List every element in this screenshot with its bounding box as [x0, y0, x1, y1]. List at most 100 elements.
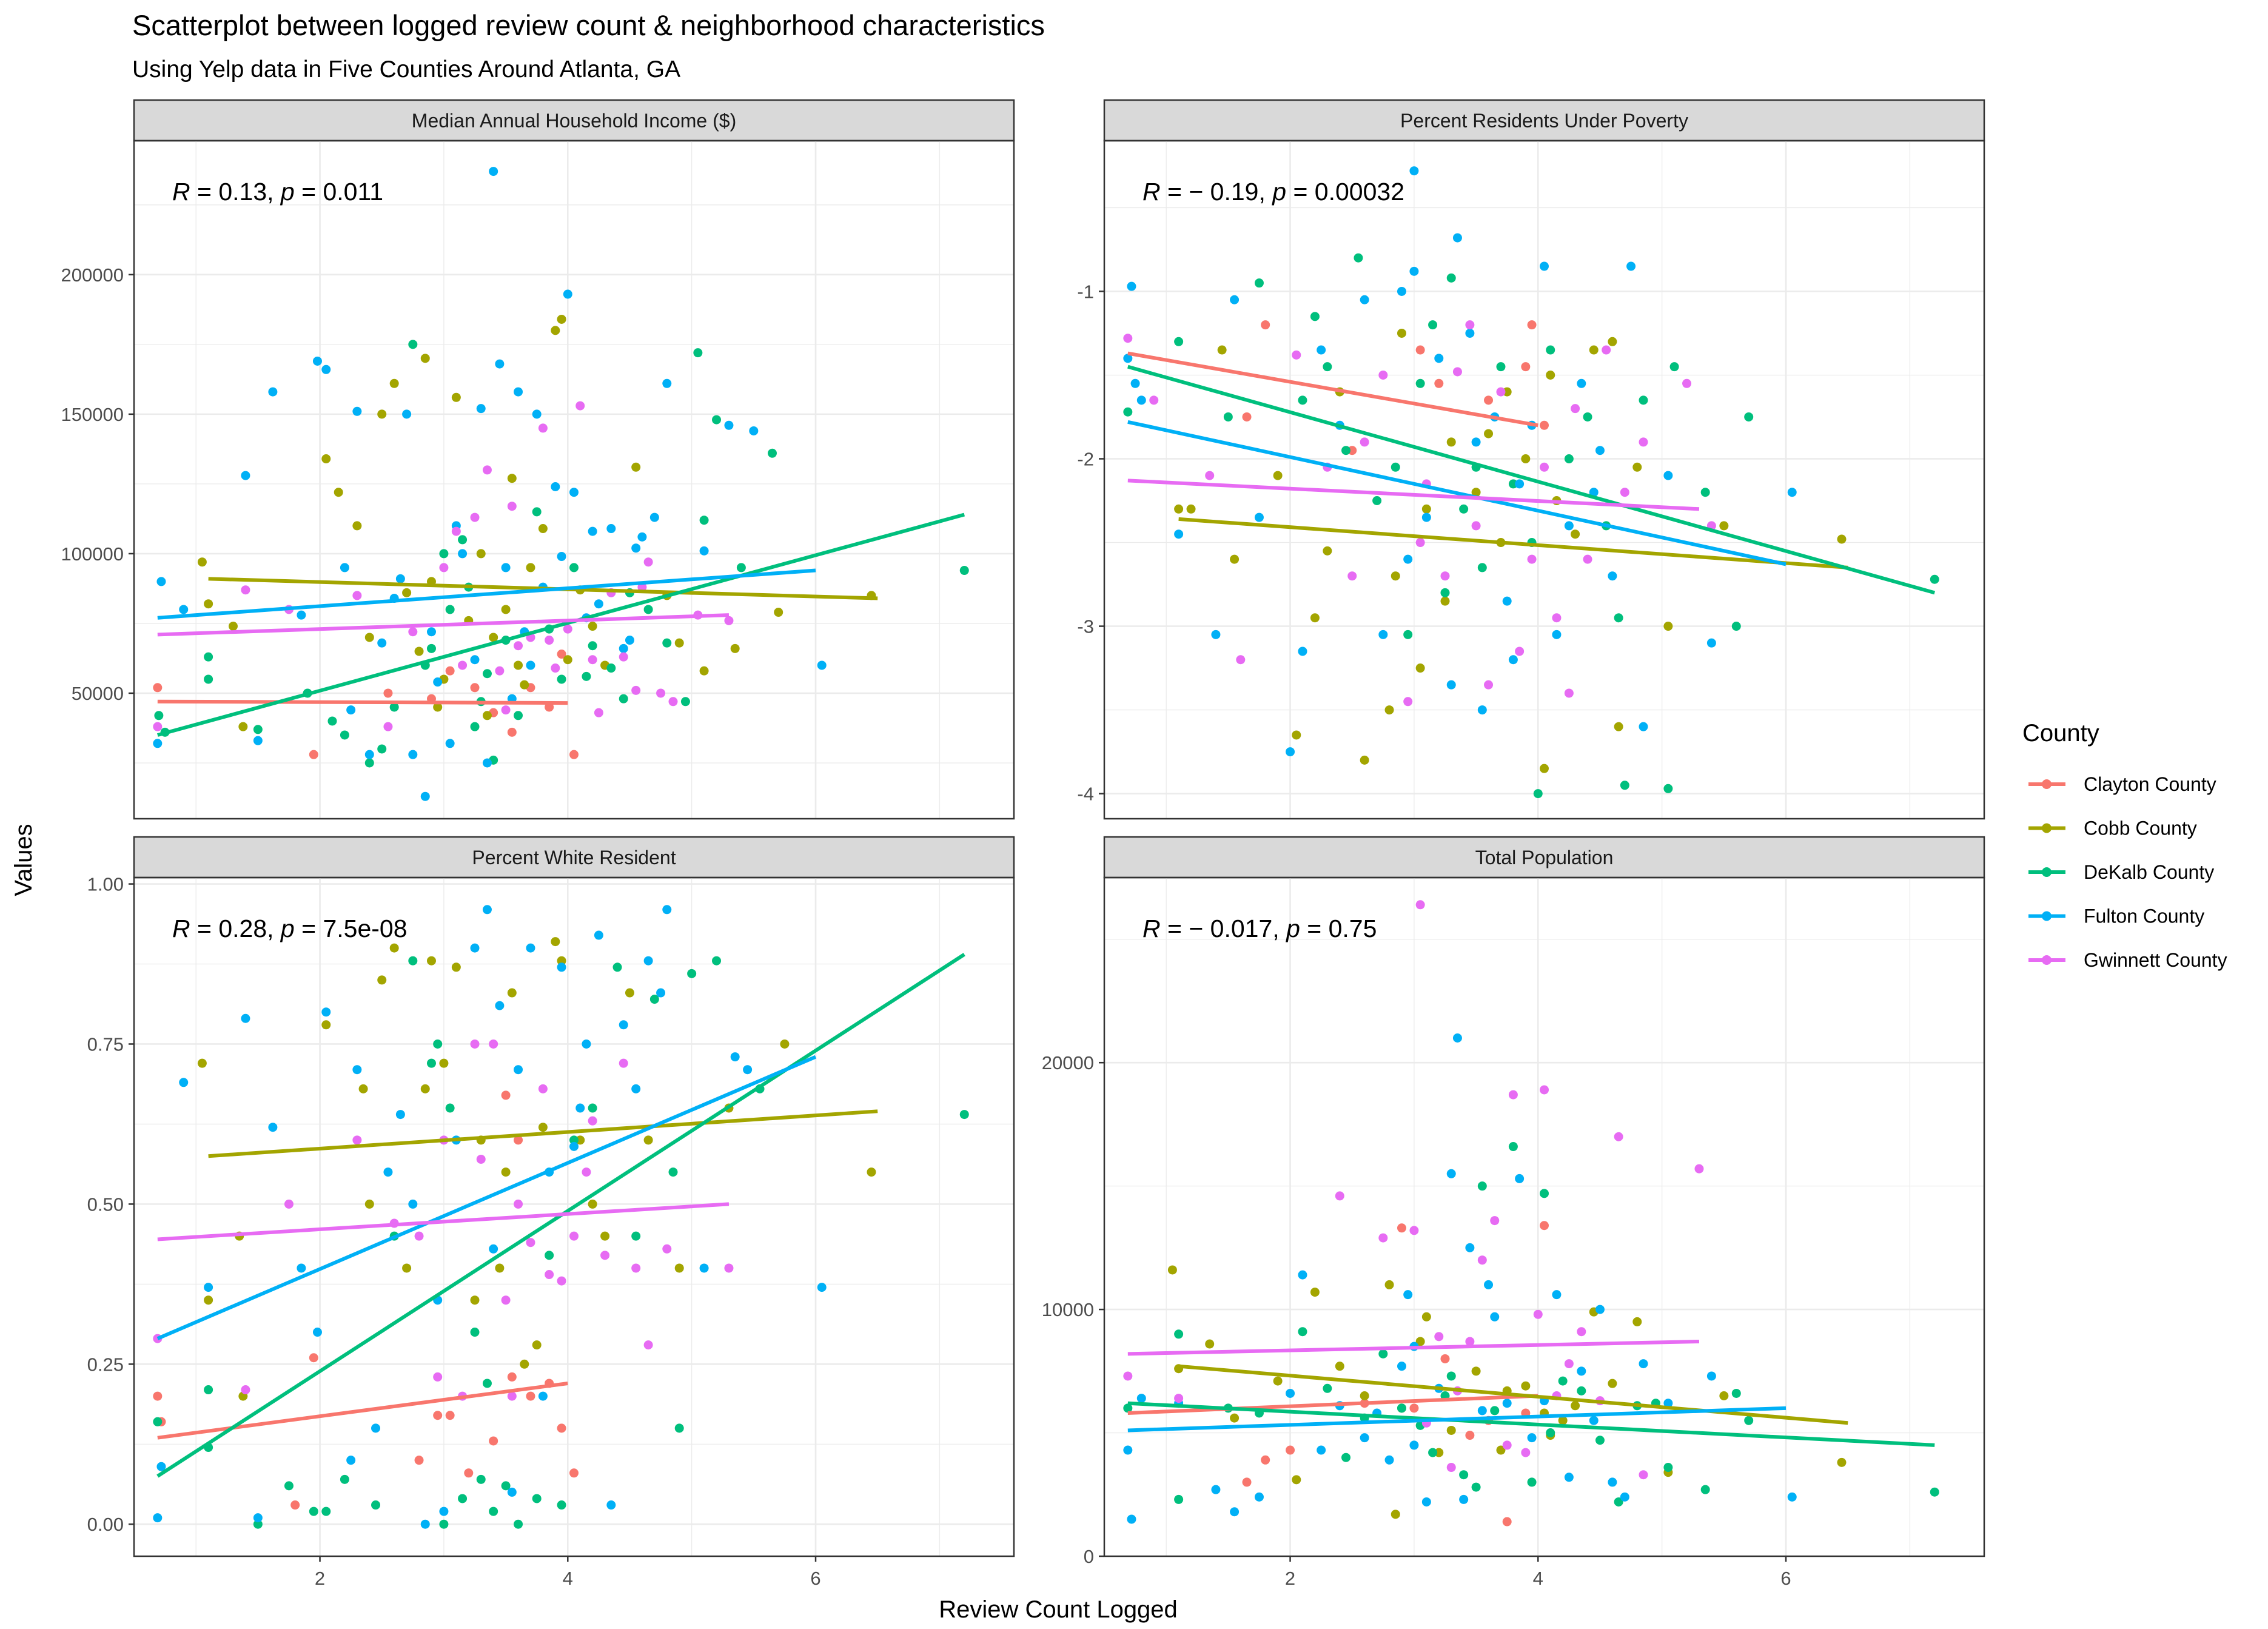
data-point [507, 1372, 517, 1382]
facet-strip-label: Percent Residents Under Poverty [1400, 110, 1688, 132]
data-point [551, 663, 560, 673]
series-cobb-county [197, 937, 876, 1401]
data-point [482, 905, 492, 915]
data-point [1731, 1388, 1741, 1398]
data-point [1484, 680, 1494, 690]
x-tick-label: 6 [810, 1568, 820, 1589]
data-point [1174, 529, 1184, 539]
data-point [507, 988, 517, 998]
data-point [501, 1481, 511, 1491]
panel-1: Percent Residents Under Poverty R = − 0.1… [1077, 99, 1985, 820]
data-point [1663, 784, 1673, 793]
data-point [1540, 1221, 1549, 1231]
data-point [414, 1231, 424, 1241]
data-point [514, 1199, 523, 1209]
data-point [817, 1283, 827, 1292]
data-point [1174, 337, 1184, 346]
data-point [662, 638, 672, 648]
data-point [1484, 395, 1494, 405]
series-gwinnett-county [153, 401, 734, 731]
data-point [538, 524, 548, 534]
series-gwinnett-county [1123, 320, 1716, 707]
data-point [156, 577, 166, 586]
data-point [588, 641, 597, 651]
data-point [959, 1110, 969, 1120]
legend-item: Gwinnett County [2028, 949, 2227, 971]
data-point [1292, 1475, 1301, 1485]
data-point [557, 962, 566, 972]
data-point [1583, 412, 1592, 422]
legend-key-point [2042, 867, 2052, 877]
data-point [228, 622, 238, 631]
data-point [594, 930, 603, 940]
data-point [489, 1436, 498, 1446]
legend-item: DeKalb County [2028, 861, 2214, 883]
data-point [780, 1039, 790, 1049]
data-point [420, 1519, 430, 1529]
data-point [1174, 504, 1184, 514]
data-point [1787, 488, 1797, 497]
data-point [1286, 1388, 1295, 1398]
data-point [662, 1244, 672, 1254]
data-point [268, 1123, 278, 1132]
data-point [1546, 1428, 1555, 1438]
data-point [526, 943, 535, 953]
data-point [1397, 286, 1406, 296]
data-point [1571, 1401, 1580, 1411]
series-dekalb-county [153, 956, 969, 1529]
data-point [1614, 613, 1623, 623]
data-point [408, 340, 418, 349]
data-point [643, 1135, 653, 1145]
correlation-annotation: R = − 0.017, p = 0.75 [1142, 915, 1377, 942]
data-point [594, 599, 603, 609]
data-point [501, 1167, 511, 1177]
data-point [1614, 1497, 1623, 1506]
data-point [1298, 395, 1307, 405]
data-point [445, 739, 455, 748]
data-point [426, 627, 436, 637]
x-tick-label: 2 [1285, 1568, 1295, 1589]
data-point [445, 666, 455, 676]
data-point [1663, 622, 1673, 631]
facet-strip [133, 99, 1015, 142]
data-point [1446, 437, 1456, 447]
data-point [1471, 521, 1481, 531]
data-point [241, 471, 250, 480]
data-point [538, 1391, 548, 1401]
data-point [631, 685, 641, 695]
data-point [1123, 1371, 1133, 1381]
data-point [1186, 504, 1196, 514]
data-point [321, 364, 331, 374]
data-point [1700, 488, 1710, 497]
data-point [340, 730, 349, 740]
data-point [1286, 1445, 1295, 1455]
data-point [426, 956, 436, 966]
data-point [1595, 1305, 1605, 1314]
data-point [532, 507, 542, 517]
data-point [1378, 630, 1388, 639]
data-point [1477, 1255, 1487, 1265]
data-point [1564, 1473, 1574, 1482]
fit-line [1127, 479, 1700, 511]
data-point [1298, 1270, 1307, 1280]
data-point [470, 655, 480, 665]
data-point [1682, 378, 1692, 388]
data-point [594, 708, 603, 717]
data-point [538, 423, 548, 433]
data-point [1123, 1445, 1133, 1455]
data-point [426, 1058, 436, 1068]
data-point [749, 426, 759, 435]
data-point [402, 588, 412, 597]
data-point [352, 1065, 362, 1075]
data-point [1127, 1514, 1136, 1524]
data-point [489, 1039, 498, 1049]
data-point [551, 937, 560, 947]
y-tick-label: 0.75 [87, 1033, 124, 1055]
data-point [712, 415, 722, 425]
data-point [1632, 462, 1642, 472]
data-point [426, 643, 436, 653]
data-point [1552, 1290, 1562, 1300]
panel-3: Total Population R = − 0.017, p = 0.75 0 10… [1042, 836, 1985, 1589]
data-point [445, 1103, 455, 1113]
fit-line [1178, 1364, 1848, 1425]
